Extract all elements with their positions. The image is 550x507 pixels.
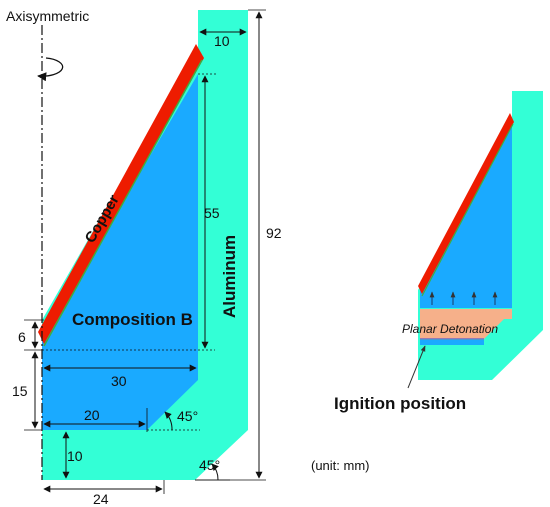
- right-copper-liner: [418, 113, 514, 294]
- svg-text:10: 10: [67, 448, 83, 464]
- composition-label: Composition B: [72, 310, 193, 329]
- right-simplified-model: Planar Detonation: [402, 91, 543, 389]
- ignition-strip: [420, 340, 484, 345]
- dim-top-width: 10: [199, 28, 247, 49]
- planar-detonation-band-lower: [420, 318, 505, 339]
- planar-detonation-label: Planar Detonation: [402, 322, 498, 336]
- dim-bottom-height: 10: [62, 431, 83, 479]
- dim-base-height: 15: [12, 351, 42, 431]
- svg-text:15: 15: [12, 383, 28, 399]
- left-cross-section: [38, 10, 248, 480]
- ignition-pointer: [407, 345, 426, 389]
- copper-edge-line: [43, 59, 203, 347]
- svg-text:10: 10: [214, 33, 230, 49]
- dim-outer-angle: 45°: [195, 457, 230, 481]
- rotation-arrow-icon: [37, 57, 64, 82]
- planar-detonation-band: [420, 309, 512, 319]
- unit-label: (unit: mm): [311, 458, 370, 473]
- svg-text:92: 92: [266, 225, 282, 241]
- dim-inner-angle: 45°: [147, 408, 200, 431]
- dim-bottom-width: 24: [43, 480, 165, 507]
- dim-lower-width: 20: [43, 407, 148, 432]
- dim-inner-width: 30: [43, 364, 197, 389]
- svg-text:55: 55: [204, 205, 220, 221]
- svg-text:30: 30: [111, 373, 127, 389]
- right-copper-edge: [421, 123, 514, 297]
- copper-liner: [38, 44, 204, 344]
- svg-text:45°: 45°: [199, 457, 220, 473]
- explosive-fill: [42, 74, 198, 430]
- detonation-direction-arrows: [429, 291, 498, 305]
- dim-liner-height: 55: [198, 73, 220, 349]
- ignition-position-label: Ignition position: [334, 394, 466, 413]
- dim-offset: 6: [18, 319, 44, 351]
- svg-text:45°: 45°: [177, 408, 198, 424]
- aluminum-label: Aluminum: [220, 235, 239, 318]
- svg-text:6: 6: [18, 329, 26, 345]
- axis-label: Axisymmetric: [6, 8, 89, 24]
- svg-text:24: 24: [93, 491, 109, 507]
- svg-text:20: 20: [84, 407, 100, 423]
